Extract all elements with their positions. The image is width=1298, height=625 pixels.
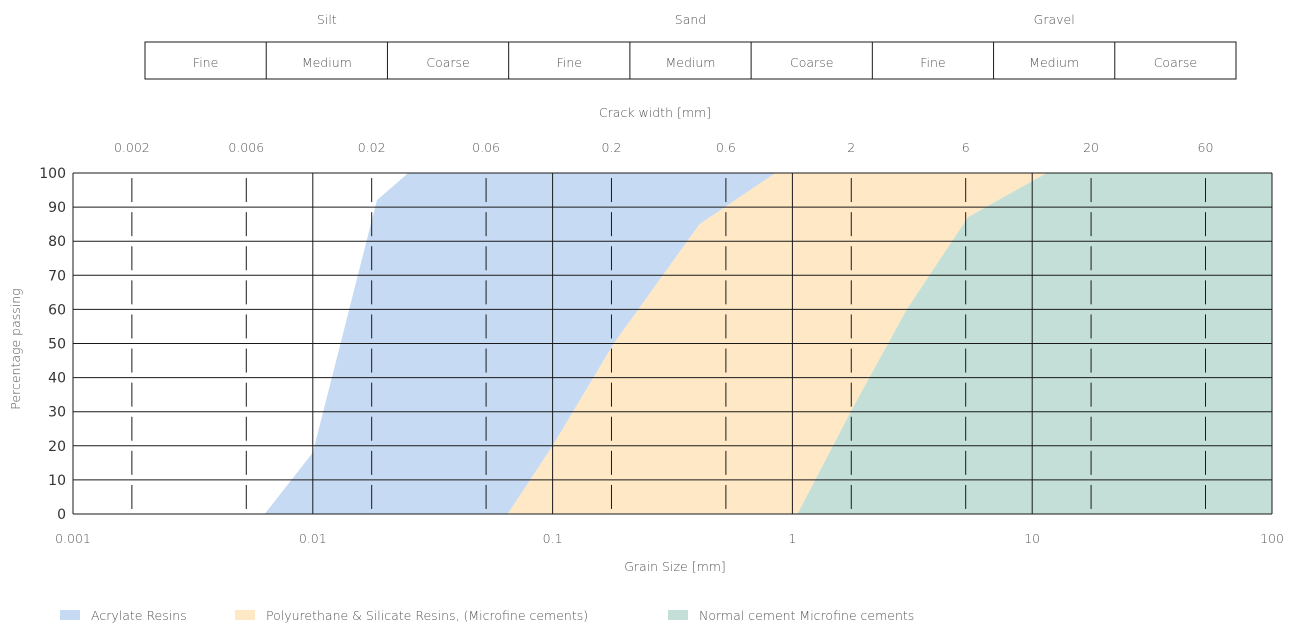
legend-swatch: [668, 610, 688, 620]
top-tick-label: 20: [1083, 140, 1099, 155]
soil-classification-header: Silt Fine Medium Coarse Sand Fine Medium Coarse…: [144, 12, 1237, 80]
soil-subclass-label: Fine: [193, 55, 218, 70]
top-tick-label: 0.06: [472, 140, 500, 155]
top-tick-label: 0.2: [602, 140, 622, 155]
soil-class-label: Silt: [317, 12, 337, 27]
soil-subclass-label: Coarse: [790, 55, 833, 70]
x-tick-label: 100: [1260, 531, 1284, 546]
y-tick-label: 40: [48, 371, 66, 387]
legend-label: Normal cement Microfine cements: [699, 608, 914, 623]
soil-subclass-label: Fine: [920, 55, 945, 70]
x-axis-title: Grain Size [mm]: [624, 559, 726, 574]
top-tick-label: 6: [962, 140, 970, 155]
axis-ticks: 0 10 20 30 40 50 60 70 80 90 100 0.001 0.01 0.1 1 10 100…: [39, 140, 1284, 546]
legend-label: Acrylate Resins: [91, 608, 187, 623]
y-tick-label: 60: [48, 302, 66, 318]
legend: Acrylate Resins Polyurethane & Silicate R…: [60, 608, 914, 623]
soil-header-box: [144, 41, 1237, 80]
top-tick-label: 0.002: [114, 140, 150, 155]
soil-class-label: Gravel: [1034, 12, 1075, 27]
soil-subclass-label: Fine: [557, 55, 582, 70]
y-tick-label: 50: [48, 337, 66, 353]
top-axis-title: Crack width [mm]: [599, 105, 711, 120]
soil-subclass-label: Medium: [666, 55, 716, 70]
top-tick-label: 60: [1198, 140, 1214, 155]
y-tick-label: 90: [48, 200, 66, 216]
plot-grid: [72, 172, 1273, 515]
y-tick-label: 100: [39, 166, 66, 182]
soil-subclass-label: Coarse: [426, 55, 469, 70]
y-tick-label: 0: [57, 507, 66, 523]
y-tick-label: 20: [48, 439, 66, 455]
legend-swatch: [60, 610, 80, 620]
x-tick-label: 0.01: [299, 531, 327, 546]
x-tick-label: 1: [788, 531, 796, 546]
top-tick-label: 0.006: [228, 140, 264, 155]
y-tick-label: 30: [48, 405, 66, 421]
top-tick-label: 0.6: [716, 140, 736, 155]
legend-swatch: [235, 610, 255, 620]
y-axis-title: Percentage passing: [8, 288, 23, 409]
top-tick-label: 0.02: [358, 140, 386, 155]
x-tick-label: 0.1: [543, 531, 563, 546]
top-tick-label: 2: [847, 140, 855, 155]
x-tick-label: 0.001: [55, 531, 91, 546]
soil-subclass-label: Medium: [302, 55, 352, 70]
x-tick-label: 10: [1024, 531, 1040, 546]
soil-subclass-label: Medium: [1029, 55, 1079, 70]
legend-label: Polyurethane & Silicate Resins, (Microfi…: [266, 608, 588, 623]
y-tick-label: 70: [48, 268, 66, 284]
y-tick-label: 80: [48, 234, 66, 250]
soil-class-label: Sand: [675, 12, 706, 27]
soil-subclass-label: Coarse: [1154, 55, 1197, 70]
y-tick-label: 10: [48, 473, 66, 489]
